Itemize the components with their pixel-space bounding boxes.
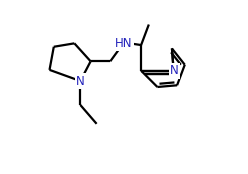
Text: N: N xyxy=(170,64,179,77)
Text: N: N xyxy=(76,74,85,88)
Text: HN: HN xyxy=(115,37,133,50)
